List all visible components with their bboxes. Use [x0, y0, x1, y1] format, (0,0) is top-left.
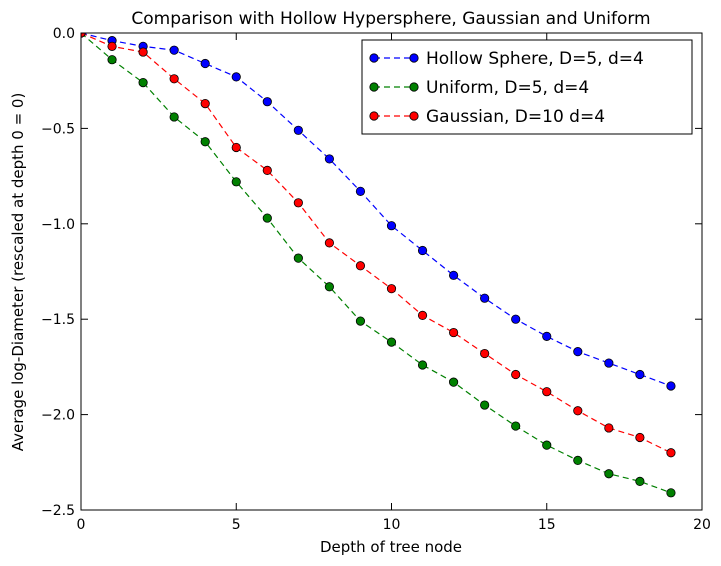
legend-label: Gaussian, D=10 d=4: [426, 107, 605, 127]
data-point: [480, 293, 490, 303]
data-point: [417, 360, 428, 370]
data-point: [480, 400, 490, 410]
data-point: [262, 97, 272, 107]
y-tick-label: −1.0: [41, 217, 75, 233]
legend-label: Hollow Sphere, D=5, d=4: [426, 49, 644, 69]
data-point: [169, 112, 179, 122]
data-point: [107, 41, 117, 51]
data-point: [573, 455, 583, 465]
legend: Hollow Sphere, D=5, d=4 Uniform, D=5, d=4…: [361, 39, 693, 135]
data-point: [324, 154, 334, 164]
data-point: [200, 99, 210, 109]
data-point: [231, 72, 241, 82]
data-point: [542, 331, 552, 341]
data-point: [138, 47, 148, 57]
series-group: [81, 33, 676, 498]
data-point: [324, 238, 334, 248]
data-point: [169, 45, 179, 55]
x-tick-label: 15: [538, 517, 556, 533]
data-point: [169, 74, 179, 84]
data-point: [355, 186, 366, 196]
data-point: [262, 213, 272, 223]
data-point: [386, 221, 397, 231]
x-tick-label: 10: [383, 517, 401, 533]
y-axis-label: Average log-Diameter (rescaled at depth …: [9, 93, 27, 452]
x-tick-label: 20: [693, 517, 711, 533]
legend-marker: [409, 82, 419, 92]
data-point: [511, 421, 521, 431]
series-line-2: [81, 33, 672, 454]
data-point: [604, 358, 614, 368]
series-line-0: [81, 33, 672, 387]
data-point: [107, 55, 117, 65]
legend-marker: [409, 111, 419, 121]
data-point: [604, 469, 614, 479]
data-point: [324, 282, 334, 292]
data-point: [293, 253, 303, 263]
data-point: [573, 347, 583, 357]
data-point: [386, 284, 397, 294]
data-point: [293, 125, 303, 135]
data-point: [386, 337, 397, 347]
plot-area: [80, 32, 703, 511]
legend-marker: [369, 82, 379, 92]
data-point: [635, 476, 645, 486]
data-point: [355, 316, 366, 326]
data-point: [480, 348, 490, 359]
data-point: [231, 142, 241, 153]
data-point: [666, 448, 676, 458]
data-point: [417, 310, 428, 320]
x-axis-label: Depth of tree node: [320, 538, 462, 556]
legend-label: Uniform, D=5, d=4: [426, 78, 589, 98]
data-point: [666, 381, 676, 391]
y-tick-label: −1.5: [41, 312, 75, 328]
data-point: [200, 137, 210, 147]
data-point: [635, 369, 645, 380]
data-point: [635, 432, 645, 443]
series-line-1: [81, 33, 672, 494]
data-point: [448, 270, 459, 280]
data-point: [355, 261, 366, 271]
legend-marker: [369, 111, 379, 121]
data-point: [231, 177, 241, 187]
chart-title: Comparison with Hollow Hypersphere, Gaus…: [131, 9, 650, 29]
data-point: [511, 369, 521, 380]
y-tick-label: −2.0: [41, 408, 75, 424]
x-tick-label: 5: [232, 517, 241, 533]
data-point: [138, 78, 148, 88]
axis-ticks: 0 5 10 15 20 0.0 −0.5 −1.0 −1.5 −2.0 −2.5: [41, 26, 711, 533]
y-tick-label: −2.5: [41, 503, 75, 519]
legend-marker: [409, 53, 419, 63]
data-point: [448, 377, 459, 387]
y-tick-label: −0.5: [41, 121, 75, 137]
y-tick-label: 0.0: [53, 26, 75, 42]
data-point: [448, 327, 459, 338]
data-point: [200, 58, 210, 69]
data-point: [542, 387, 552, 397]
data-point: [666, 488, 676, 498]
data-point: [604, 423, 614, 433]
data-point: [417, 245, 428, 256]
data-point: [542, 440, 552, 450]
data-point: [573, 406, 583, 416]
data-point: [293, 198, 303, 208]
legend-marker: [369, 53, 379, 63]
x-tick-label: 0: [77, 517, 86, 533]
data-point: [511, 314, 521, 324]
data-point: [262, 165, 272, 175]
